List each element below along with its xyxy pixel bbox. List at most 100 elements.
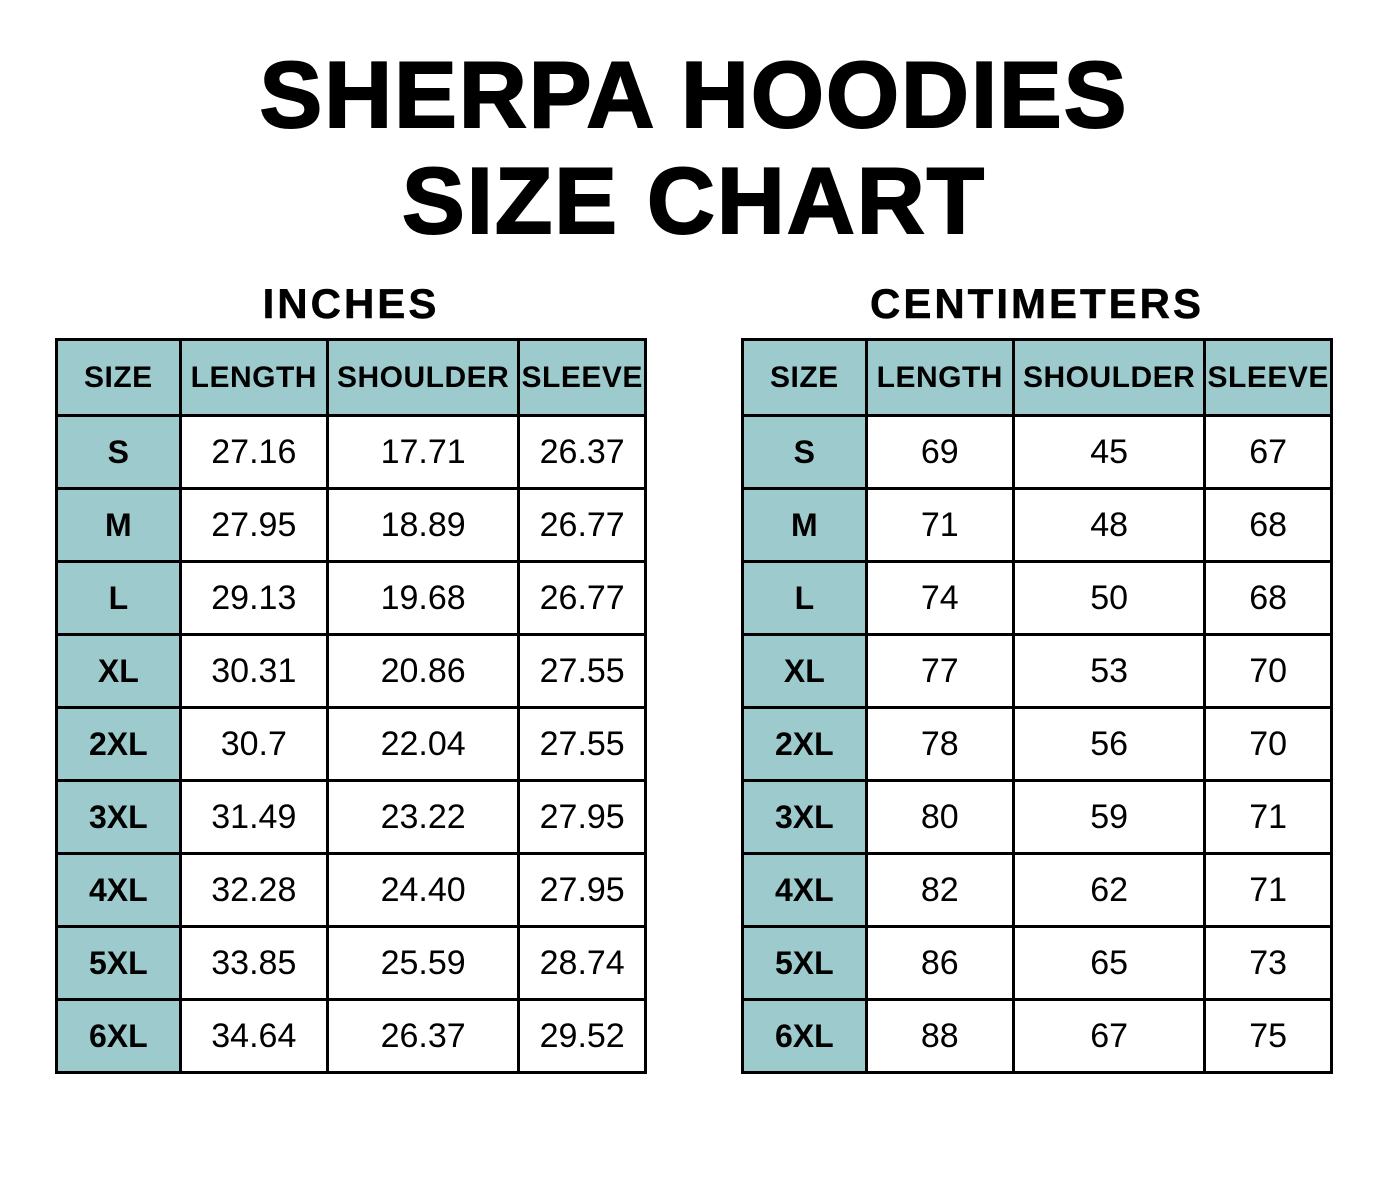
value-cell-shoulder: 62 — [1011, 852, 1207, 928]
value-cell-shoulder: 20.86 — [325, 633, 521, 709]
table-row-4xl: 4XL 82 62 71 — [741, 852, 1333, 928]
value-cell-length: 31.49 — [178, 779, 329, 855]
column-header-sleeve: SLEEVE — [517, 338, 647, 417]
table-row-m: M 27.95 18.89 26.77 — [55, 487, 647, 563]
table-row-5xl: 5XL 86 65 73 — [741, 925, 1333, 1001]
value-cell-shoulder: 48 — [1011, 487, 1207, 563]
inches-heading: INCHES — [262, 280, 440, 328]
value-cell-sleeve: 71 — [1203, 779, 1333, 855]
value-cell-shoulder: 18.89 — [325, 487, 521, 563]
table-row-5xl: 5XL 33.85 25.59 28.74 — [55, 925, 647, 1001]
page-title-line-1: SHERPA HOODIES — [259, 41, 1129, 148]
size-cell: 4XL — [55, 852, 182, 928]
value-cell-length: 82 — [864, 852, 1015, 928]
value-cell-length: 86 — [864, 925, 1015, 1001]
value-cell-sleeve: 27.95 — [517, 779, 647, 855]
size-cell: 4XL — [741, 852, 868, 928]
value-cell-shoulder: 65 — [1011, 925, 1207, 1001]
value-cell-sleeve: 70 — [1203, 633, 1333, 709]
table-row-3xl: 3XL 80 59 71 — [741, 779, 1333, 855]
column-header-length: LENGTH — [864, 338, 1015, 417]
inches-size-table: SIZE LENGTH SHOULDER SLEEVE S 27.16 17.71 26.37… — [55, 338, 647, 1074]
value-cell-sleeve: 27.95 — [517, 852, 647, 928]
table-row-2xl: 2XL 78 56 70 — [741, 706, 1333, 782]
value-cell-sleeve: 26.77 — [517, 560, 647, 636]
value-cell-length: 69 — [864, 414, 1015, 490]
value-cell-shoulder: 56 — [1011, 706, 1207, 782]
value-cell-shoulder: 24.40 — [325, 852, 521, 928]
value-cell-sleeve: 29.52 — [517, 998, 647, 1074]
size-cell: 3XL — [741, 779, 868, 855]
header-row: SIZE LENGTH SHOULDER SLEEVE — [741, 338, 1333, 417]
centimeters-heading: CENTIMETERS — [869, 280, 1204, 328]
value-cell-length: 33.85 — [178, 925, 329, 1001]
table-row-6xl: 6XL 88 67 75 — [741, 998, 1333, 1074]
value-cell-sleeve: 26.37 — [517, 414, 647, 490]
size-cell: XL — [741, 633, 868, 709]
table-row-xl: XL 77 53 70 — [741, 633, 1333, 709]
value-cell-length: 30.31 — [178, 633, 329, 709]
value-cell-length: 29.13 — [178, 560, 329, 636]
header-row: SIZE LENGTH SHOULDER SLEEVE — [55, 338, 647, 417]
value-cell-sleeve: 27.55 — [517, 706, 647, 782]
table-row-2xl: 2XL 30.7 22.04 27.55 — [55, 706, 647, 782]
table-row-6xl: 6XL 34.64 26.37 29.52 — [55, 998, 647, 1074]
value-cell-sleeve: 27.55 — [517, 633, 647, 709]
value-cell-length: 32.28 — [178, 852, 329, 928]
value-cell-sleeve: 75 — [1203, 998, 1333, 1074]
value-cell-shoulder: 59 — [1011, 779, 1207, 855]
tables-container: INCHES SIZE LENGTH SHOULDER SLEEVE S 27.16 17.… — [55, 280, 1333, 1074]
size-cell: L — [55, 560, 182, 636]
value-cell-shoulder: 26.37 — [325, 998, 521, 1074]
value-cell-length: 74 — [864, 560, 1015, 636]
table-row-s: S 69 45 67 — [741, 414, 1333, 490]
value-cell-length: 27.16 — [178, 414, 329, 490]
size-cell: 2XL — [741, 706, 868, 782]
value-cell-sleeve: 26.77 — [517, 487, 647, 563]
column-header-size: SIZE — [741, 338, 868, 417]
table-row-l: L 29.13 19.68 26.77 — [55, 560, 647, 636]
table-row-4xl: 4XL 32.28 24.40 27.95 — [55, 852, 647, 928]
page-title-line-2: SIZE CHART — [401, 147, 986, 254]
centimeters-size-table: SIZE LENGTH SHOULDER SLEEVE S 69 45 67 M 71 48 68 L 7… — [741, 338, 1333, 1074]
column-header-sleeve: SLEEVE — [1203, 338, 1333, 417]
value-cell-shoulder: 17.71 — [325, 414, 521, 490]
page-title: SHERPA HOODIES SIZE CHART — [259, 41, 1129, 254]
size-cell: 2XL — [55, 706, 182, 782]
value-cell-shoulder: 50 — [1011, 560, 1207, 636]
value-cell-length: 27.95 — [178, 487, 329, 563]
value-cell-shoulder: 53 — [1011, 633, 1207, 709]
column-header-shoulder: SHOULDER — [325, 338, 521, 417]
size-cell: 5XL — [55, 925, 182, 1001]
table-row-s: S 27.16 17.71 26.37 — [55, 414, 647, 490]
size-cell: S — [55, 414, 182, 490]
column-header-shoulder: SHOULDER — [1011, 338, 1207, 417]
size-cell: M — [741, 487, 868, 563]
table-row-3xl: 3XL 31.49 23.22 27.95 — [55, 779, 647, 855]
value-cell-shoulder: 25.59 — [325, 925, 521, 1001]
size-cell: 6XL — [741, 998, 868, 1074]
value-cell-length: 30.7 — [178, 706, 329, 782]
value-cell-shoulder: 45 — [1011, 414, 1207, 490]
value-cell-length: 34.64 — [178, 998, 329, 1074]
inches-section: INCHES SIZE LENGTH SHOULDER SLEEVE S 27.16 17.… — [55, 280, 647, 1074]
value-cell-shoulder: 19.68 — [325, 560, 521, 636]
value-cell-length: 77 — [864, 633, 1015, 709]
value-cell-length: 71 — [864, 487, 1015, 563]
size-cell: M — [55, 487, 182, 563]
size-cell: 3XL — [55, 779, 182, 855]
value-cell-length: 78 — [864, 706, 1015, 782]
value-cell-sleeve: 68 — [1203, 487, 1333, 563]
value-cell-sleeve: 67 — [1203, 414, 1333, 490]
value-cell-shoulder: 22.04 — [325, 706, 521, 782]
size-cell: S — [741, 414, 868, 490]
value-cell-shoulder: 67 — [1011, 998, 1207, 1074]
column-header-length: LENGTH — [178, 338, 329, 417]
value-cell-sleeve: 71 — [1203, 852, 1333, 928]
value-cell-sleeve: 73 — [1203, 925, 1333, 1001]
table-row-m: M 71 48 68 — [741, 487, 1333, 563]
column-header-size: SIZE — [55, 338, 182, 417]
size-cell: 5XL — [741, 925, 868, 1001]
size-cell: 6XL — [55, 998, 182, 1074]
